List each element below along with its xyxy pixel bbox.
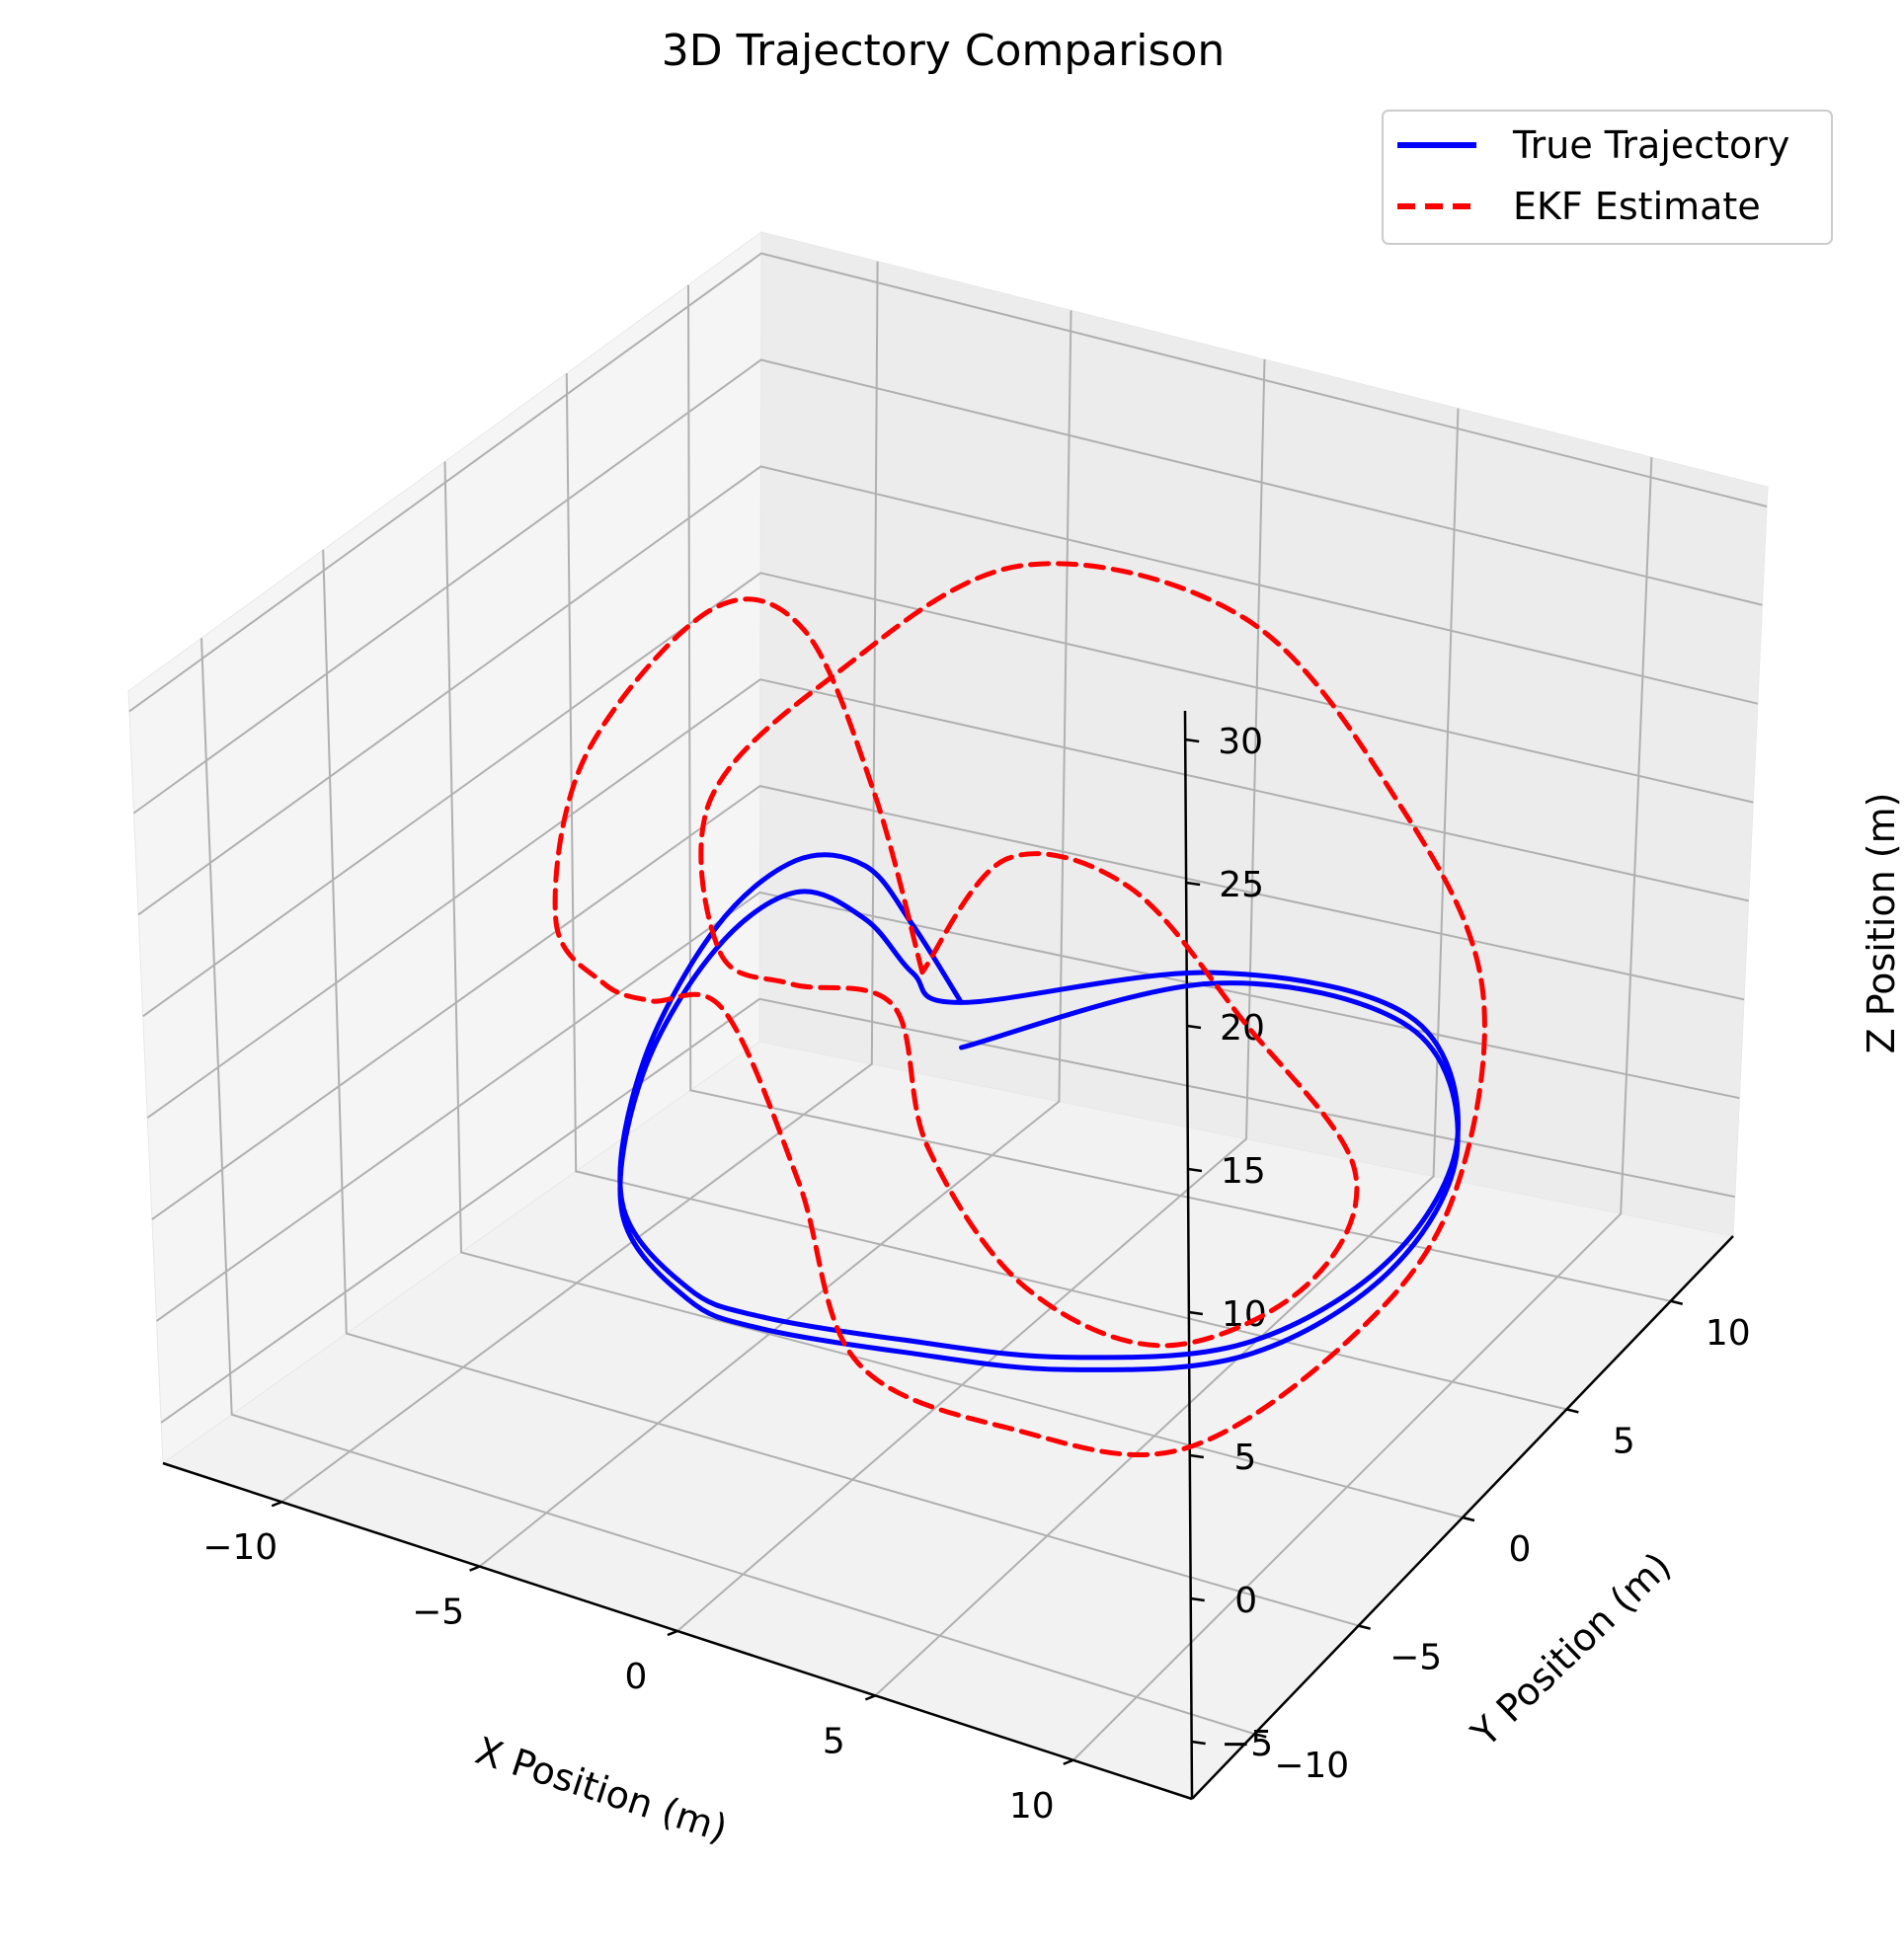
x-tick-mark: [271, 1501, 282, 1508]
x-grid-line: [280, 261, 879, 1504]
y-tick-label: 10: [1706, 1313, 1751, 1354]
z-tick-label: 0: [1234, 1581, 1257, 1621]
z-axis-label: Z Position (m): [1860, 793, 1903, 1054]
y-tick-label: −10: [1274, 1746, 1349, 1786]
x-tick-label: −5: [412, 1593, 464, 1633]
series-layer: [552, 561, 1487, 1457]
side-pane: [127, 231, 762, 1464]
legend-box: [1382, 110, 1833, 245]
z-grid-line: [137, 465, 1759, 916]
z-tick-mark: [1189, 1453, 1204, 1459]
x-tick-mark: [469, 1565, 481, 1572]
x-tick-label: 0: [625, 1657, 648, 1697]
x-tick-label: −10: [202, 1527, 278, 1568]
legend-label-true-trajectory: True Trajectory: [1512, 123, 1789, 167]
z-axis-line: [1183, 710, 1194, 1800]
z-grid-line: [160, 997, 1735, 1424]
z-grid-line: [142, 572, 1754, 1018]
x-grid-line: [478, 310, 1072, 1568]
z-grid-line: [128, 252, 1768, 713]
z-tick-mark: [1188, 1310, 1204, 1316]
z-grid-line: [132, 358, 1763, 815]
y-grid-line: [200, 638, 1255, 1736]
z-tick-label: −5: [1221, 1724, 1273, 1764]
legend-label-ekf-estimate: EKF Estimate: [1513, 185, 1761, 228]
x-grid-line: [874, 408, 1460, 1697]
y-tick-mark: [1462, 1516, 1475, 1522]
series-true-trajectory: [617, 852, 1461, 1372]
z-tick-mark: [1190, 1596, 1205, 1602]
z-tick-mark: [1186, 1024, 1202, 1030]
x-tick-mark: [864, 1694, 876, 1701]
z-tick-label: 15: [1221, 1151, 1266, 1192]
legend: True Trajectory EKF Estimate: [1382, 110, 1833, 245]
x-tick-mark: [667, 1629, 678, 1637]
x-tick-mark: [1063, 1758, 1074, 1765]
y-tick-label: 5: [1613, 1421, 1635, 1461]
y-grid-line: [443, 461, 1464, 1518]
x-tick-label: 10: [1009, 1786, 1055, 1827]
series-ekf-estimate: [552, 561, 1487, 1457]
y-tick-label: 0: [1509, 1529, 1532, 1570]
chart-title: 3D Trajectory Comparison: [662, 26, 1226, 76]
y-tick-mark: [1566, 1408, 1579, 1414]
z-tick-label: 30: [1218, 722, 1263, 762]
z-tick-label: 10: [1222, 1294, 1267, 1335]
z-tick-label: 5: [1233, 1438, 1256, 1478]
y-grid-line: [687, 284, 1672, 1302]
z-tick-mark: [1191, 1740, 1206, 1746]
z-tick-mark: [1185, 881, 1201, 887]
y-grid-line: [322, 549, 1359, 1627]
y-tick-mark: [1358, 1624, 1371, 1630]
y-tick-mark: [1253, 1733, 1267, 1739]
z-tick-mark: [1185, 738, 1200, 743]
y-tick-label: −5: [1389, 1638, 1442, 1678]
z-tick-label: 20: [1220, 1008, 1265, 1049]
y-tick-mark: [1670, 1299, 1684, 1305]
z-tick-mark: [1187, 1167, 1203, 1173]
z-grid-line: [151, 785, 1745, 1220]
z-grid-line: [146, 678, 1749, 1120]
z-tick-label: 25: [1219, 865, 1264, 905]
x-tick-label: 5: [823, 1721, 845, 1761]
x-grid-line: [1072, 457, 1653, 1761]
x-grid-line: [676, 358, 1266, 1632]
